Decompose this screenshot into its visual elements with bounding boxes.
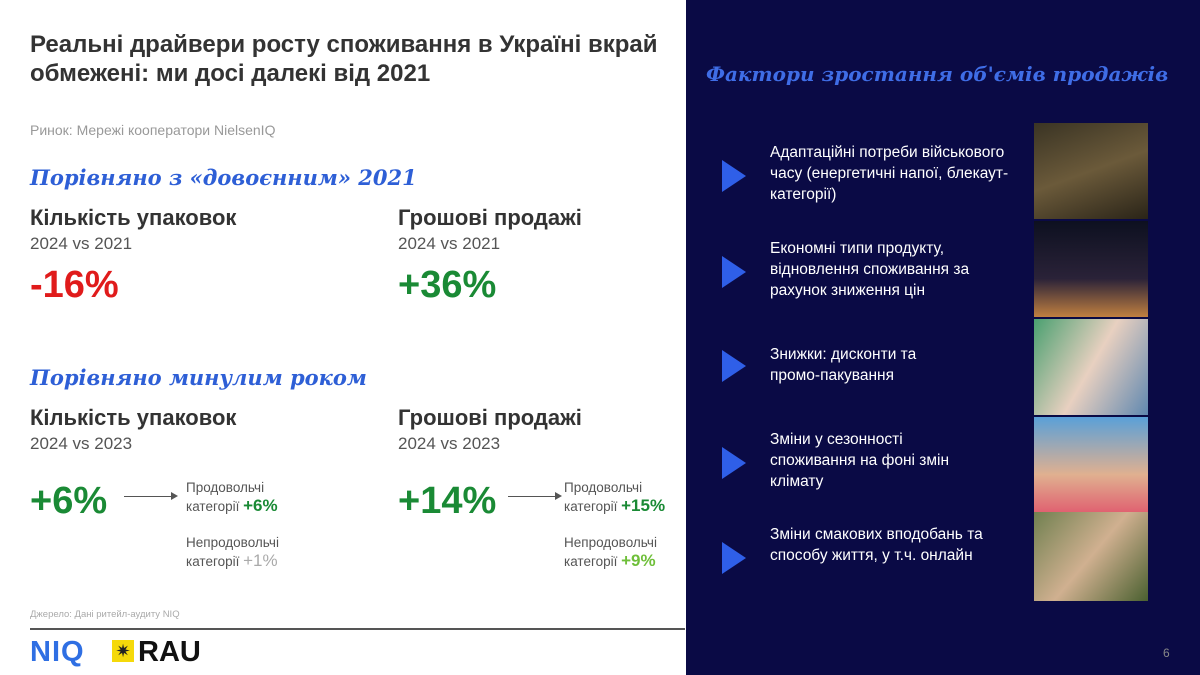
panel-title: Фактори зростання об'ємів продажів: [706, 62, 1169, 86]
arrow-icon: [508, 492, 562, 500]
friends-photo: [1034, 512, 1148, 601]
shopping-photo: [1034, 319, 1148, 415]
money-label: Грошові продажі: [398, 405, 582, 430]
triangle-icon: [722, 447, 746, 479]
source-note: Джерело: Дані ритейл-аудиту NIQ: [30, 609, 180, 620]
units-label: Кількість упаковок: [30, 205, 237, 230]
units-value: +6%: [30, 480, 108, 522]
star-icon: ✷: [112, 640, 134, 662]
triangle-icon: [722, 256, 746, 288]
units-value: -16%: [30, 264, 119, 306]
money-period: 2024 vs 2021: [398, 234, 501, 253]
triangle-icon: [722, 350, 746, 382]
summer-photo: [1034, 417, 1148, 513]
nonfood-categories: Непродовольчі категорії +9%: [564, 535, 657, 570]
units-period: 2024 vs 2021: [30, 234, 133, 253]
page-number: 6: [1163, 646, 1170, 660]
money-value: +36%: [398, 264, 497, 306]
food-categories: Продовольчі категорії +15%: [564, 480, 666, 515]
section-vs-2023: Порівняно минулим роком: [30, 365, 367, 390]
triangle-icon: [722, 160, 746, 192]
market-label: Ринок: Мережі кооператори NielsenIQ: [30, 122, 276, 138]
food-categories: Продовольчі категорії +6%: [186, 480, 278, 515]
money-label: Грошові продажі: [398, 205, 582, 230]
arrow-icon: [124, 492, 178, 500]
money-period: 2024 vs 2023: [398, 434, 501, 453]
units-label: Кількість упаковок: [30, 405, 237, 430]
city-night-photo: [1034, 221, 1148, 317]
money-value: +14%: [398, 480, 497, 522]
nonfood-categories: Непродовольчі категорії +1%: [186, 535, 279, 570]
page-title: Реальні драйвери росту споживання в Укра…: [30, 31, 658, 87]
soldier-photo: [1034, 123, 1148, 219]
section-vs-2021: Порівняно з «довоєнним» 2021: [30, 165, 417, 190]
triangle-icon: [722, 542, 746, 574]
units-period: 2024 vs 2023: [30, 434, 133, 453]
divider: [30, 628, 685, 630]
niq-logo: NIQ: [30, 636, 85, 668]
rau-logo: RAU: [138, 636, 201, 668]
